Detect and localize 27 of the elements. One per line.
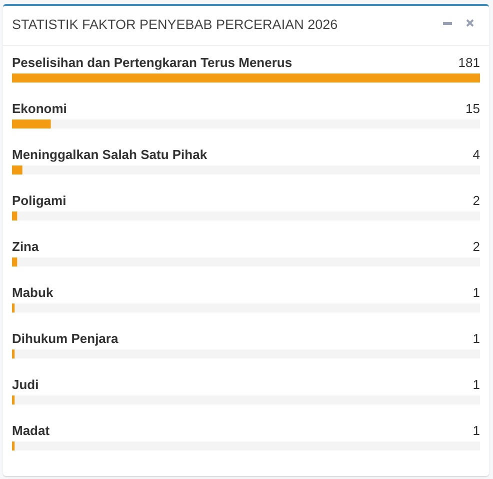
bar [12, 442, 15, 450]
y-tick-label: Madat [12, 423, 50, 438]
data-label: 1 [472, 423, 480, 438]
data-label: 181 [458, 55, 480, 70]
bar [12, 120, 51, 128]
y-tick-label: Judi [12, 377, 39, 392]
bar [12, 166, 22, 174]
y-tick-label: Meninggalkan Salah Satu Pihak [12, 147, 208, 162]
y-tick-label: Peselisihan dan Pertengkaran Terus Menerus [12, 55, 292, 70]
bar [12, 304, 15, 312]
data-label: 1 [472, 377, 480, 392]
data-label: 2 [472, 239, 480, 254]
data-label: 15 [466, 101, 480, 116]
data-label: 4 [472, 147, 480, 162]
bar [12, 212, 18, 220]
y-tick-label: Dihukum Penjara [12, 331, 119, 346]
bar [12, 350, 15, 358]
bar [12, 258, 18, 266]
data-label: 1 [472, 285, 480, 300]
y-tick-label: Mabuk [12, 285, 54, 300]
data-label: 1 [472, 331, 480, 346]
y-tick-label: Ekonomi [12, 101, 67, 116]
y-tick-label: Zina [12, 239, 40, 254]
bar [12, 396, 15, 404]
y-tick-label: Poligami [12, 193, 66, 208]
data-label: 2 [472, 193, 480, 208]
chart-title: STATISTIK FAKTOR PENYEBAB PERCERAIAN 2026 [12, 16, 338, 33]
